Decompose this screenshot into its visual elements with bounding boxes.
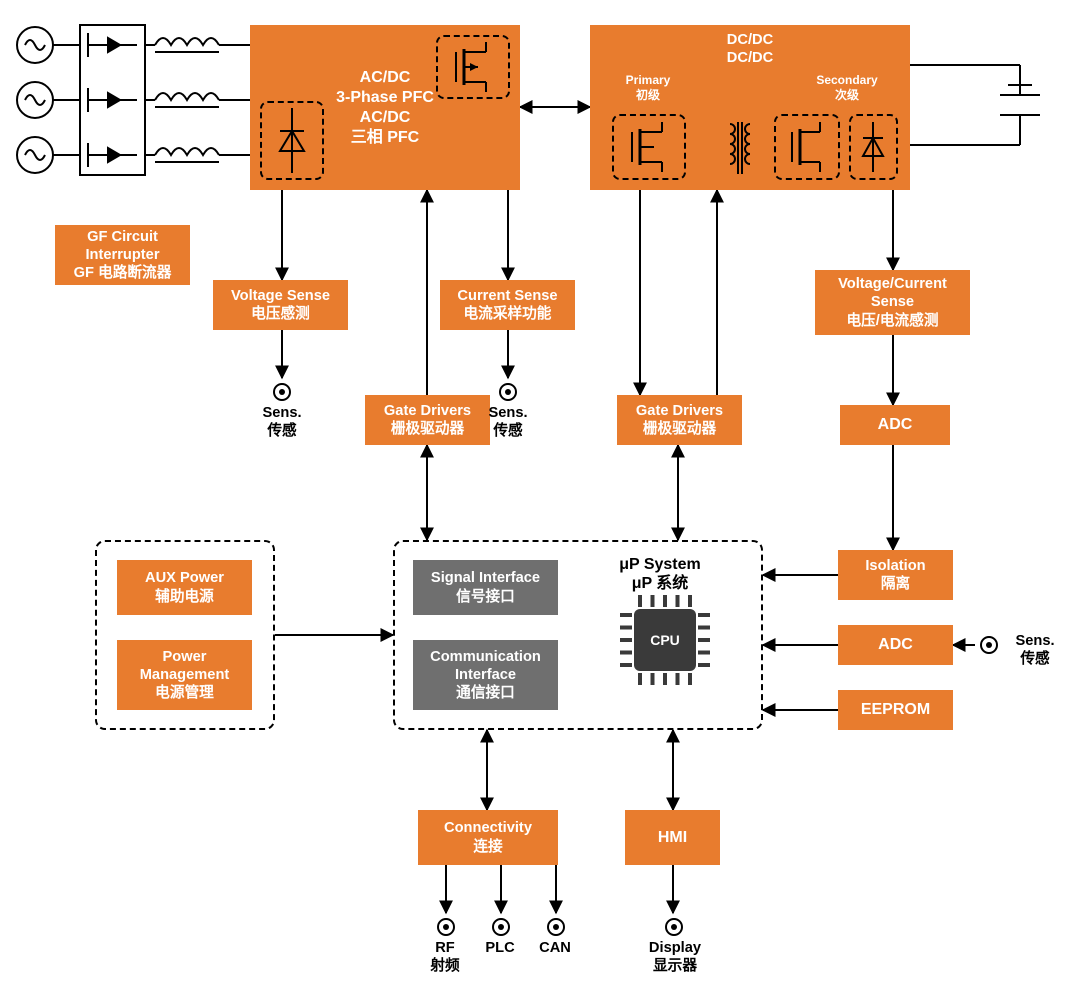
cpu-chip-icon: CPU	[620, 595, 710, 685]
block-gdrv1-line1: 栅极驱动器	[391, 420, 464, 438]
sensor-dot-d2	[499, 383, 517, 401]
dcdc-primary-en: Primary	[608, 73, 688, 88]
block-gfci: GF CircuitInterrupterGF 电路断流器	[55, 225, 190, 285]
dcdc-secondary-diode	[849, 114, 898, 180]
dcdc-title: DC/DC DC/DC	[590, 31, 910, 68]
sensor-dot-d3	[980, 636, 998, 654]
label-sens3: Sens.传感	[1000, 633, 1070, 668]
acdc-line3: AC/DC	[336, 108, 434, 128]
block-adc2: ADC	[838, 625, 953, 665]
block-conn-line0: Connectivity	[444, 819, 532, 837]
acdc-mosfet-inset	[436, 35, 510, 99]
label-display: Display显示器	[640, 940, 710, 975]
acdc-text: AC/DC 3-Phase PFC AC/DC 三相 PFC	[336, 68, 434, 148]
label-rf: RF射频	[420, 940, 470, 975]
block-hmi: HMI	[625, 810, 720, 865]
acdc-line2: 3-Phase PFC	[336, 88, 434, 108]
block-gfci-line1: Interrupter	[85, 246, 159, 264]
label-can-line0: CAN	[530, 940, 580, 958]
transformer-icon	[718, 120, 762, 176]
dcdc-primary-label: Primary 初级	[608, 73, 688, 103]
label-display-line1: 显示器	[640, 958, 710, 976]
dcdc-secondary-label: Secondary 次级	[802, 73, 892, 103]
label-display-line0: Display	[640, 940, 710, 958]
block-vcsense: Voltage/CurrentSense电压/电流感测	[815, 270, 970, 335]
dcdc-secondary-zh: 次级	[802, 88, 892, 103]
block-csense-line1: 电流采样功能	[464, 305, 552, 323]
block-acdc-pfc: AC/DC 3-Phase PFC AC/DC 三相 PFC	[250, 25, 520, 190]
mosfet-icon	[776, 116, 838, 178]
dcdc-secondary-en: Secondary	[802, 73, 892, 88]
block-eeprom-line0: EEPROM	[861, 700, 930, 720]
label-sens2: Sens.传感	[478, 405, 538, 440]
label-can: CAN	[530, 940, 580, 958]
diode-icon	[262, 103, 322, 178]
acdc-line1: AC/DC	[336, 68, 434, 88]
cpu-icon: CPU	[620, 595, 710, 685]
block-vsense-line1: 电压感测	[251, 305, 310, 323]
mpu-line1: μP System	[590, 555, 730, 574]
dcdc-title-1: DC/DC	[590, 31, 910, 49]
label-sens1-line0: Sens.	[252, 405, 312, 423]
block-hmi-line0: HMI	[658, 828, 687, 848]
aux-power-group	[95, 540, 275, 730]
block-adc1-line0: ADC	[878, 415, 913, 435]
block-gfci-line2: GF 电路断流器	[74, 264, 172, 282]
mpu-line2: μP 系统	[590, 574, 730, 593]
block-gdrv1-line0: Gate Drivers	[384, 402, 471, 420]
block-vcsense-line0: Voltage/Current	[838, 275, 947, 293]
block-gdrv2-line0: Gate Drivers	[636, 402, 723, 420]
block-vcsense-line1: Sense	[871, 293, 914, 311]
acdc-line4: 三相 PFC	[336, 128, 434, 148]
label-sens1-line1: 传感	[252, 423, 312, 441]
label-rf-line0: RF	[420, 940, 470, 958]
svg-text:CPU: CPU	[650, 632, 680, 648]
sensor-dot-d1	[273, 383, 291, 401]
label-sens2-line0: Sens.	[478, 405, 538, 423]
diode-icon	[851, 116, 896, 178]
sensor-dot-can	[547, 918, 565, 936]
mosfet-icon	[614, 116, 684, 178]
label-sens3-line1: 传感	[1000, 651, 1070, 669]
block-gdrv2: Gate Drivers栅极驱动器	[617, 395, 742, 445]
block-vcsense-line2: 电压/电流感测	[846, 312, 938, 330]
block-vsense-line0: Voltage Sense	[231, 287, 330, 305]
dcdc-primary-zh: 初级	[608, 88, 688, 103]
block-gfci-line0: GF Circuit	[87, 228, 158, 246]
block-isol-line1: 隔离	[881, 575, 910, 593]
label-sens1: Sens.传感	[252, 405, 312, 440]
diagram-stage: AC/DC 3-Phase PFC AC/DC 三相 PFC DC/DC DC/…	[0, 0, 1080, 1007]
label-plc-line0: PLC	[475, 940, 525, 958]
label-rf-line1: 射频	[420, 958, 470, 976]
block-isol-line0: Isolation	[865, 557, 925, 575]
mpu-system-label: μP System μP 系统	[590, 555, 730, 593]
block-csense-line0: Current Sense	[457, 287, 557, 305]
block-gdrv1: Gate Drivers栅极驱动器	[365, 395, 490, 445]
dcdc-secondary-mosfet	[774, 114, 840, 180]
block-gdrv2-line1: 栅极驱动器	[643, 420, 716, 438]
block-eeprom: EEPROM	[838, 690, 953, 730]
block-adc1: ADC	[840, 405, 950, 445]
block-dcdc: DC/DC DC/DC Primary 初级 Secondary 次级	[590, 25, 910, 190]
block-csense: Current Sense电流采样功能	[440, 280, 575, 330]
label-sens3-line0: Sens.	[1000, 633, 1070, 651]
sensor-dot-rf	[437, 918, 455, 936]
dcdc-primary-mosfet	[612, 114, 686, 180]
sensor-dot-disp	[665, 918, 683, 936]
block-isol: Isolation隔离	[838, 550, 953, 600]
block-adc2-line0: ADC	[878, 635, 913, 655]
block-vsense: Voltage Sense电压感测	[213, 280, 348, 330]
label-plc: PLC	[475, 940, 525, 958]
mosfet-icon	[438, 37, 508, 97]
acdc-diode-inset	[260, 101, 324, 180]
sensor-dot-plc	[492, 918, 510, 936]
block-conn: Connectivity连接	[418, 810, 558, 865]
block-conn-line1: 连接	[473, 838, 502, 856]
dcdc-title-2: DC/DC	[590, 49, 910, 67]
label-sens2-line1: 传感	[478, 423, 538, 441]
